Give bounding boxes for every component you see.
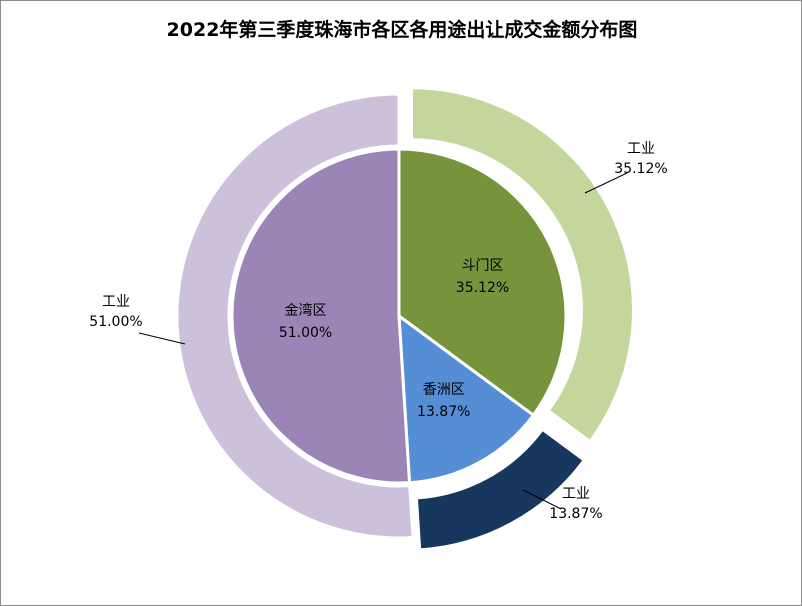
inner-label-percent-3: 51.00%: [279, 325, 332, 341]
outer-label-leader-3: [138, 332, 186, 345]
outer-label-percent-3: 51.00%: [89, 314, 142, 330]
outer-label-percent-2: 13.87%: [549, 506, 602, 522]
inner-label-percent-2: 13.87%: [417, 404, 470, 420]
inner-slice-2: [397, 312, 536, 485]
inner-label-percent-1: 35.12%: [456, 280, 509, 296]
outer-ring-slice-3: [175, 92, 415, 540]
outer-label-leader-2: [522, 489, 562, 510]
outer-ring-slice-1: [409, 86, 635, 444]
outer-ring-slice-2: [414, 427, 587, 552]
inner-label-category-3: 金湾区: [285, 302, 327, 319]
inner-label-category-1: 斗门区: [461, 258, 503, 274]
inner-label-category-2: 香洲区: [423, 382, 465, 398]
outer-label-category-2: 工业: [562, 486, 590, 502]
outer-label-leader-1: [584, 172, 628, 194]
chart-title: 2022年第三季度珠海市各区各用途出让成交金额分布图: [166, 19, 638, 41]
inner-slice-3: [230, 147, 412, 485]
outer-label-percent-1: 35.12%: [614, 161, 667, 177]
outer-label-category-3: 工业: [102, 294, 130, 310]
inner-slice-1: [397, 147, 568, 418]
outer-label-category-1: 工业: [627, 141, 655, 157]
